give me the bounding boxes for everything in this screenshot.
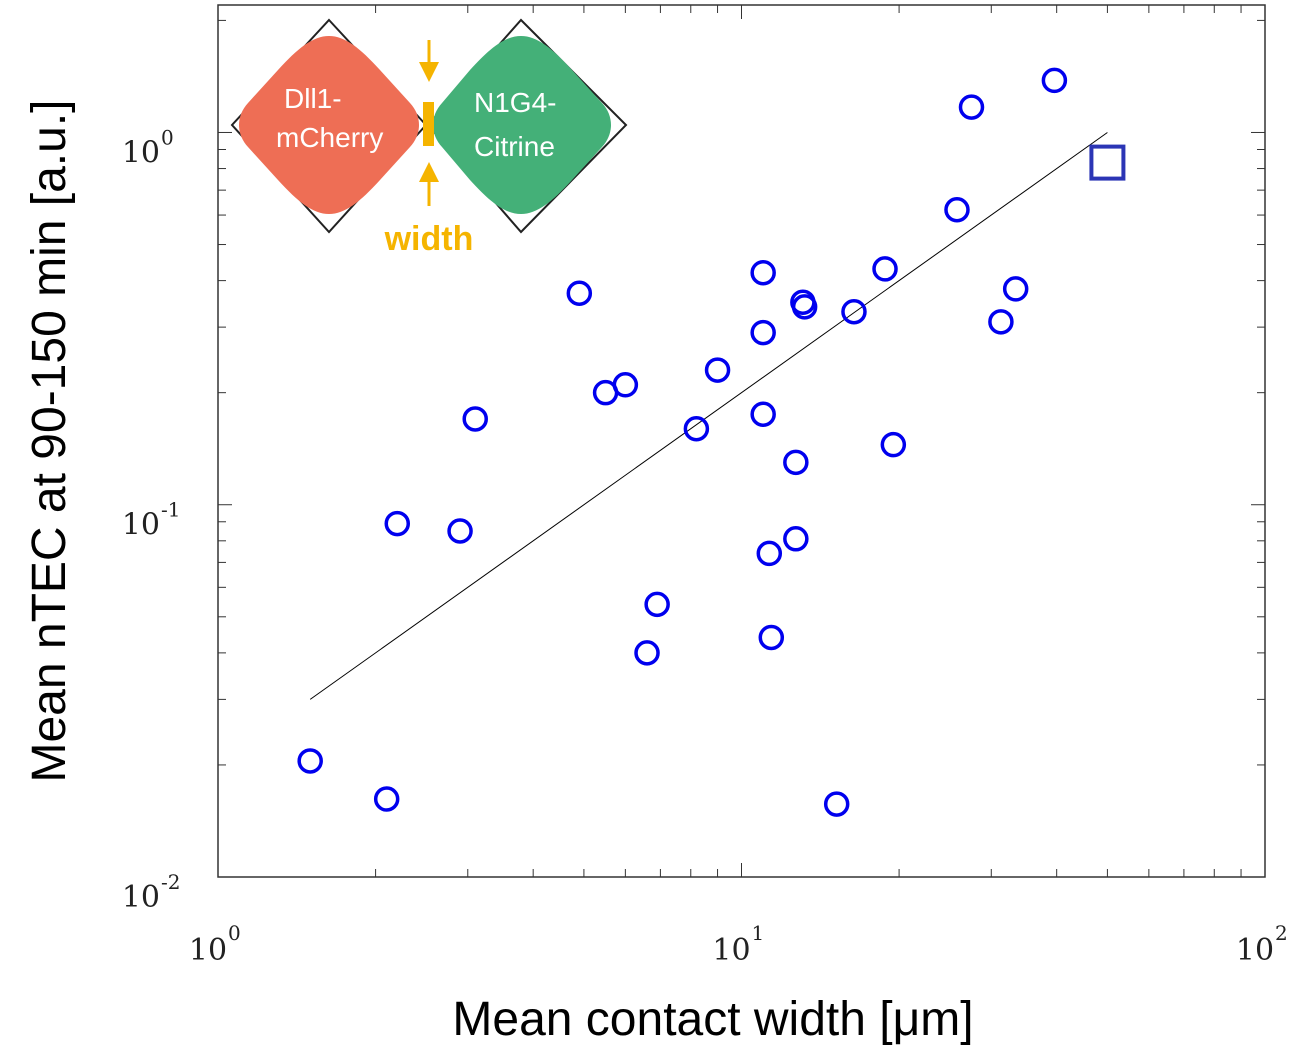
tick-marks xyxy=(217,5,1265,878)
x-tick-label: 10 1 xyxy=(712,921,764,968)
data-point xyxy=(297,748,323,774)
data-point xyxy=(988,309,1014,335)
svg-text:10: 10 xyxy=(122,880,160,915)
data-point xyxy=(783,526,809,552)
svg-text:0: 0 xyxy=(161,125,174,149)
data-point xyxy=(704,357,731,383)
tick-labels: 10 0 10 1 10 210 -210 -110 0 xyxy=(122,125,1288,968)
data-point xyxy=(373,786,400,812)
fit-line xyxy=(309,132,1108,700)
data-point xyxy=(783,449,809,476)
data-point-square xyxy=(1089,144,1126,181)
data-point xyxy=(750,401,776,428)
svg-text:10: 10 xyxy=(1236,933,1274,968)
svg-text:10: 10 xyxy=(189,933,227,968)
data-point xyxy=(612,372,639,398)
data-point xyxy=(447,518,473,544)
left-cell-label-line1: Dll1- xyxy=(284,83,342,114)
svg-text:-2: -2 xyxy=(161,870,180,894)
data-point xyxy=(791,294,818,320)
data-point xyxy=(644,591,670,618)
data-point xyxy=(634,640,660,666)
x-axis-title: Mean contact width [μm] xyxy=(452,993,973,1046)
data-point xyxy=(566,280,593,306)
data-point xyxy=(758,624,785,651)
svg-text:10: 10 xyxy=(122,508,160,543)
svg-text:-1: -1 xyxy=(161,498,180,522)
data-point xyxy=(750,259,776,286)
svg-text:10: 10 xyxy=(122,135,160,170)
right-cell-label-line1: N1G4- xyxy=(474,87,556,118)
data-point xyxy=(872,256,898,282)
data-points xyxy=(297,67,1126,817)
x-tick-label: 10 2 xyxy=(1236,921,1288,968)
data-point xyxy=(750,319,776,346)
data-point xyxy=(880,431,907,458)
data-point xyxy=(841,298,867,325)
x-tick-label: 10 0 xyxy=(189,921,241,968)
bottom-arrow-icon xyxy=(419,162,439,206)
left-cell xyxy=(239,36,419,214)
width-label: width xyxy=(384,220,474,258)
y-tick-label: 10 -1 xyxy=(122,498,181,543)
svg-text:10: 10 xyxy=(712,933,750,968)
data-point xyxy=(683,415,710,442)
data-point xyxy=(823,791,850,817)
svg-text:0: 0 xyxy=(228,921,241,945)
svg-text:1: 1 xyxy=(752,921,765,945)
right-cell xyxy=(433,36,611,214)
data-point xyxy=(1041,67,1068,94)
y-tick-label: 10 0 xyxy=(122,125,174,170)
data-point xyxy=(384,510,411,537)
svg-text:2: 2 xyxy=(1275,921,1288,945)
data-point xyxy=(462,406,488,432)
top-arrow-icon xyxy=(419,40,439,82)
data-point xyxy=(958,94,985,120)
y-axis-title: Mean nTEC at 90-150 min [a.u.] xyxy=(23,99,76,782)
data-point xyxy=(1002,276,1029,302)
inset-diagram: Dll1- mCherry N1G4- Citrine width xyxy=(230,18,628,258)
y-tick-label: 10 -2 xyxy=(122,870,181,915)
right-cell-label-line2: Citrine xyxy=(474,131,555,162)
data-point xyxy=(944,197,970,223)
data-point xyxy=(756,540,783,567)
contact-width-bar xyxy=(423,102,434,146)
left-cell-label-line2: mCherry xyxy=(276,122,383,153)
